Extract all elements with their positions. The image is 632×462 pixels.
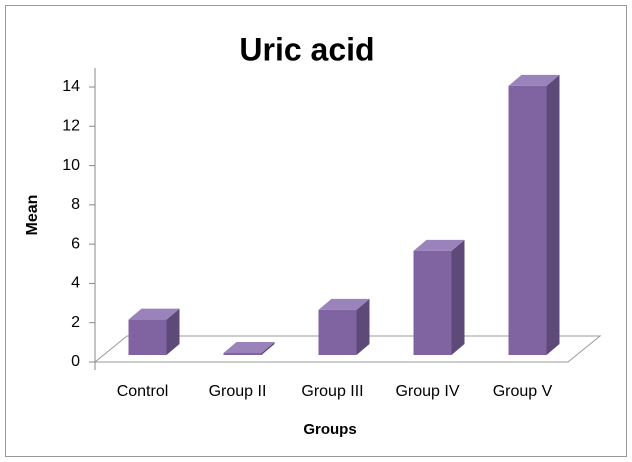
bar-front	[318, 309, 357, 355]
y-tick-label: 6	[71, 235, 80, 252]
chart-title: Uric acid	[239, 31, 374, 67]
bar	[413, 239, 465, 355]
bar-front	[413, 250, 452, 355]
y-tick-label: 10	[62, 157, 80, 174]
y-tick-label: 2	[71, 314, 80, 331]
y-tick-label: 0	[71, 353, 80, 370]
y-tick-label: 8	[71, 196, 80, 213]
bar-front	[508, 85, 547, 356]
y-tick-label: 4	[71, 275, 80, 292]
bar-side	[546, 74, 560, 356]
bar-top	[413, 239, 465, 251]
bar-top	[318, 298, 370, 310]
bar	[128, 308, 180, 355]
bar-side	[166, 308, 180, 355]
x-tick-label: Group V	[493, 383, 553, 400]
bar-top	[223, 342, 275, 354]
x-tick-label: Group IV	[395, 383, 459, 400]
bar-top	[508, 74, 560, 86]
x-tick-label: Group II	[209, 383, 267, 400]
x-tick-label: Group III	[301, 383, 363, 400]
bar	[318, 298, 370, 355]
bar-side	[356, 298, 370, 355]
bar-side	[261, 342, 275, 355]
y-tick-label: 12	[62, 118, 80, 135]
bar	[508, 74, 560, 356]
bar	[223, 342, 275, 355]
y-axis-label: Mean	[24, 195, 41, 236]
x-axis-label: Groups	[303, 421, 356, 438]
x-tick-label: Control	[117, 383, 169, 400]
bar-front	[128, 319, 167, 355]
y-tick-label: 14	[62, 78, 80, 95]
bar-top	[128, 308, 180, 320]
bar-side	[451, 239, 465, 355]
bar-front	[223, 353, 262, 355]
